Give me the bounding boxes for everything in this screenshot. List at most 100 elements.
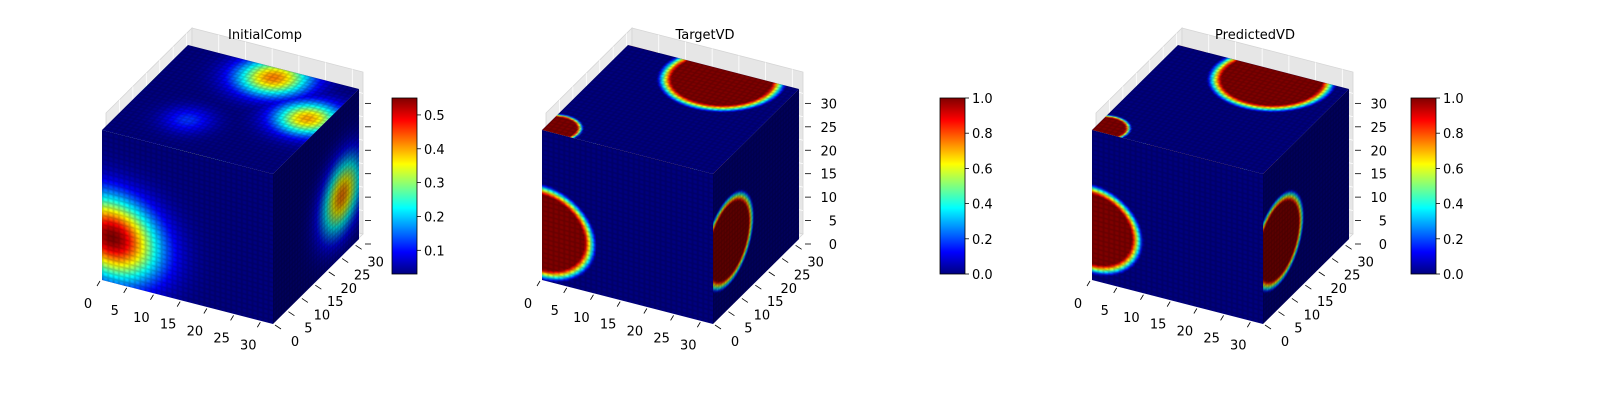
colorbar-tick-label: 1.0 (972, 92, 993, 107)
y-tick-label: 20 (340, 282, 357, 297)
x-tick (1246, 322, 1251, 328)
y-tick (1278, 311, 1285, 317)
z-tick-label: 20 (1370, 144, 1387, 159)
y-tick (728, 311, 735, 317)
y-tick (714, 324, 722, 330)
colorbar-tick-label: 1.0 (1443, 92, 1464, 107)
y-tick-label: 5 (304, 322, 312, 337)
cube-face-front (102, 130, 273, 324)
cube-face-side (713, 89, 799, 324)
y-tick (1264, 324, 1272, 330)
colorbar-tick-label: 0.0 (1443, 268, 1464, 283)
z-tick-label: 5 (829, 215, 837, 230)
y-tick-label: 10 (314, 308, 331, 323)
x-tick-label: 10 (133, 311, 150, 326)
y-tick-label: 0 (731, 335, 739, 350)
x-tick-label: 15 (160, 318, 177, 333)
y-tick-label: 0 (291, 335, 299, 350)
y-tick (1331, 258, 1339, 263)
colorbar-tick-label: 0.1 (424, 244, 445, 259)
x-tick-label: 20 (1177, 325, 1194, 340)
x-tick (1140, 294, 1144, 300)
z-tick-label: 30 (1370, 97, 1387, 112)
y-tick-label: 30 (1357, 255, 1374, 270)
x-tick-label: 20 (187, 325, 204, 340)
x-tick-label: 10 (573, 311, 590, 326)
colorbar-tick-label: 0.5 (424, 109, 445, 124)
z-tick-label: 10 (820, 191, 837, 206)
y-tick (1305, 284, 1312, 290)
colorbar-tick-label: 0.8 (972, 127, 993, 142)
z-tick-label: 30 (820, 97, 837, 112)
y-tick-label: 10 (1304, 308, 1321, 323)
colorbar: 0.0 0.2 0.4 0.6 0.8 1.0 (1410, 92, 1464, 283)
x-tick-label: 25 (213, 331, 230, 346)
y-tick (315, 284, 322, 290)
y-tick-label: 15 (767, 295, 784, 310)
y-tick (755, 284, 762, 290)
y-tick (741, 298, 749, 303)
z-tick-label: 15 (820, 168, 837, 183)
cube-face-top (1092, 45, 1349, 174)
y-tick-label: 30 (807, 255, 824, 270)
x-tick-label: 20 (627, 325, 644, 340)
y-tick (1318, 271, 1325, 277)
z-tick-label: 10 (1370, 191, 1387, 206)
y-tick-label: 5 (1294, 322, 1302, 337)
y-tick (274, 324, 282, 330)
z-tick-label: 5 (1379, 215, 1387, 230)
cube-face-side (273, 89, 359, 324)
z-tick-label: 20 (820, 144, 837, 159)
x-tick-label: 0 (524, 297, 532, 312)
y-tick (301, 298, 309, 303)
y-tick (288, 311, 295, 317)
x-tick (1086, 280, 1091, 287)
colorbar-tick-label: 0.4 (1443, 198, 1464, 213)
colorbar-tick-label: 0.2 (1443, 233, 1464, 248)
cube-face-front (542, 130, 713, 324)
colorbar: 0.0 0.2 0.4 0.6 0.8 1.0 (939, 92, 993, 283)
colorbar-gradient (939, 97, 966, 275)
colorbar-gradient (391, 97, 418, 275)
panel-title: InitialComp (228, 28, 302, 43)
colorbar-gradient (1410, 97, 1437, 275)
x-tick (176, 301, 181, 307)
panel-title: PredictedVD (1215, 28, 1295, 43)
x-tick-label: 10 (1123, 311, 1140, 326)
cube-face-side-shade (273, 89, 359, 324)
y-tick-label: 15 (327, 295, 344, 310)
x-tick-label: 15 (1150, 318, 1167, 333)
y-tick (768, 271, 775, 277)
y-tick-label: 20 (1330, 282, 1347, 297)
x-tick-label: 30 (240, 338, 257, 353)
x-tick-label: 0 (1074, 297, 1082, 312)
z-tick-label: 25 (1370, 121, 1387, 136)
x-tick (256, 322, 261, 328)
x-tick-label: 0 (84, 297, 92, 312)
x-tick-label: 25 (1203, 331, 1220, 346)
colorbar-tick-label: 0.2 (972, 233, 993, 248)
colorbar: 0.1 0.2 0.3 0.4 0.5 (391, 97, 445, 275)
x-tick (643, 308, 648, 314)
y-tick-label: 25 (1344, 269, 1361, 284)
x-tick (150, 294, 154, 300)
x-tick (1166, 301, 1171, 307)
x-tick (203, 308, 208, 314)
cube-face-top (542, 45, 799, 174)
y-tick (795, 244, 802, 250)
y-tick (355, 244, 362, 250)
colorbar-tick-label: 0.3 (424, 177, 445, 192)
colorbar-tick-label: 0.2 (424, 210, 445, 225)
cube-face-side-shade (713, 89, 799, 324)
y-tick-label: 0 (1281, 335, 1289, 350)
y-tick (1291, 298, 1299, 303)
panel-title: TargetVD (674, 28, 734, 43)
colorbar-tick-label: 0.8 (1443, 127, 1464, 142)
x-tick-label: 5 (111, 304, 119, 319)
cube-face-side (1263, 89, 1349, 324)
x-tick-label: 5 (551, 304, 559, 319)
y-tick-label: 30 (367, 255, 384, 270)
y-tick-label: 20 (780, 282, 797, 297)
y-tick-label: 15 (1317, 295, 1334, 310)
x-tick (670, 315, 674, 321)
